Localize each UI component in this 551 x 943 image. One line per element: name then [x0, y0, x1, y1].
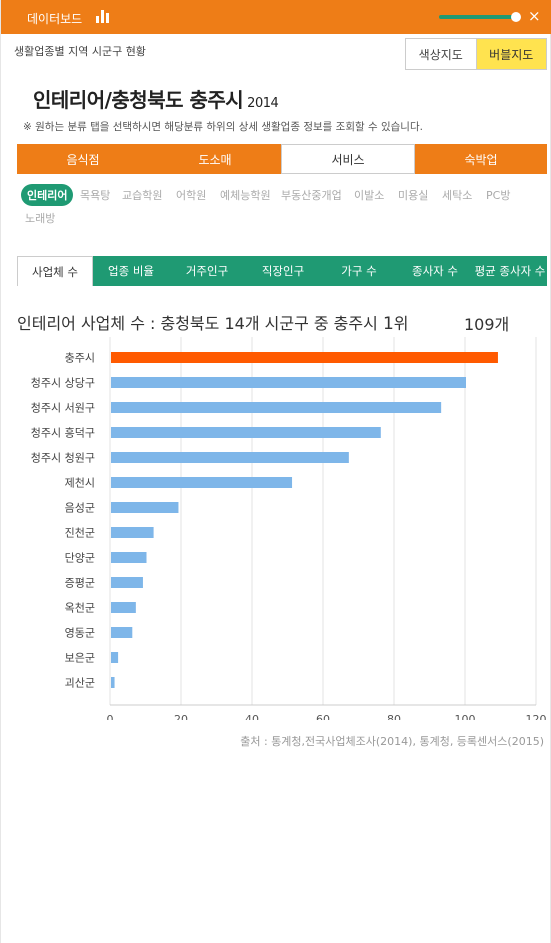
bar — [111, 352, 498, 363]
close-icon[interactable]: × — [528, 7, 541, 25]
bar — [111, 552, 147, 563]
tab-lodging[interactable]: 숙박업 — [415, 144, 547, 174]
category-label: 청주시 상당구 — [31, 377, 95, 390]
bar — [111, 452, 349, 463]
bar — [111, 577, 143, 588]
tab-restaurant[interactable]: 음식점 — [17, 144, 149, 174]
opacity-slider[interactable] — [439, 15, 517, 19]
slider-handle[interactable] — [511, 12, 521, 22]
category-label: 청주시 흥덕구 — [31, 426, 95, 440]
tab-service[interactable]: 서비스 — [281, 144, 415, 174]
category-label: 증평군 — [65, 577, 95, 590]
page-title: 인테리어/충청북도 충주시 2014 — [33, 84, 279, 113]
page-title-text: 인테리어/충청북도 충주시 — [33, 88, 244, 112]
subtab-laundry[interactable]: 세탁소 — [442, 189, 473, 202]
bar — [111, 477, 293, 488]
app-title: 데이터보드 — [27, 12, 83, 26]
bubble-map-button[interactable]: 버블지도 — [475, 39, 546, 69]
category-label: 청주시 청원구 — [31, 452, 95, 465]
subtab-language-academy[interactable]: 어학원 — [176, 189, 207, 202]
tab-business-ratio[interactable]: 업종 비율 — [93, 256, 169, 286]
bar — [111, 377, 466, 388]
subtab-arts-academy[interactable]: 예체능학원 — [220, 189, 271, 202]
rank-number: 1 — [382, 314, 394, 334]
tab-resident-population[interactable]: 거주인구 — [169, 256, 245, 286]
subtab-interior[interactable]: 인테리어 — [21, 184, 74, 206]
color-map-button[interactable]: 색상지도 — [406, 39, 476, 69]
x-tick-label: 20 — [174, 713, 188, 720]
category-label: 진천군 — [65, 526, 95, 540]
tab-retail[interactable]: 도소매 — [149, 144, 281, 174]
category-label: 괴산군 — [65, 677, 95, 690]
category-label: 청주시 서원구 — [31, 402, 95, 415]
subtab-tutoring-academy[interactable]: 교습학원 — [122, 189, 163, 202]
x-tick-label: 60 — [316, 713, 330, 720]
metric-tabs: 사업체 수 업종 비율 거주인구 직장인구 가구 수 종사자 수 평균 종사자 … — [17, 256, 547, 286]
subtab-karaoke[interactable]: 노래방 — [25, 212, 56, 225]
section-subtitle: 생활업종별 지역 시군구 현황 — [14, 45, 146, 58]
top-bar: 데이터보드 × — [1, 0, 551, 34]
x-tick-label: 120 — [526, 713, 547, 720]
x-tick-label: 0 — [107, 713, 114, 720]
bar — [111, 527, 154, 538]
bar — [111, 427, 381, 438]
category-tabs: 음식점 도소매 서비스 숙박업 — [17, 144, 547, 174]
bar — [111, 652, 119, 663]
map-type-toggle: 색상지도 버블지도 — [405, 38, 547, 70]
category-label: 보은군 — [65, 652, 95, 665]
category-label: 충주시 — [65, 352, 95, 365]
subtab-barber[interactable]: 이발소 — [354, 189, 385, 202]
bar — [111, 677, 115, 688]
rank-suffix: 위 — [393, 314, 409, 333]
tab-employee-count[interactable]: 종사자 수 — [397, 256, 473, 286]
rank-prefix: 인테리어 사업체 수 : 충청북도 14개 시군구 중 충주시 — [17, 314, 378, 333]
rank-summary: 인테리어 사업체 수 : 충청북도 14개 시군구 중 충주시 1위 — [17, 310, 409, 334]
tab-business-count[interactable]: 사업체 수 — [17, 256, 93, 286]
bar — [111, 627, 133, 638]
notice-text: ※ 원하는 분류 탭을 선택하시면 해당분류 하위의 상세 생활업종 정보를 조… — [23, 121, 423, 133]
tab-avg-employee-count[interactable]: 평균 종사자 수 — [473, 256, 547, 286]
rank-value: 109개 — [464, 315, 510, 334]
category-label: 음성군 — [65, 502, 95, 515]
category-label: 제천시 — [65, 476, 95, 490]
x-tick-label: 40 — [245, 713, 259, 720]
bar — [111, 602, 136, 613]
source-note: 출처 : 통계청,전국사업체조사(2014), 통계청, 등록센서스(2015) — [240, 735, 544, 748]
subtab-pc-room[interactable]: PC방 — [486, 189, 511, 202]
bar — [111, 502, 179, 513]
page-title-year: 2014 — [247, 96, 279, 111]
category-label: 단양군 — [65, 552, 95, 565]
category-label: 영동군 — [65, 627, 95, 640]
subtab-real-estate[interactable]: 부동산중개업 — [281, 189, 342, 202]
subtab-bathhouse[interactable]: 목욕탕 — [80, 189, 111, 202]
tab-worker-population[interactable]: 직장인구 — [245, 256, 321, 286]
bar — [111, 402, 442, 413]
subtab-beauty-salon[interactable]: 미용실 — [398, 189, 429, 202]
x-tick-label: 100 — [455, 713, 476, 720]
category-label: 옥천군 — [65, 601, 95, 615]
tab-household-count[interactable]: 가구 수 — [321, 256, 397, 286]
x-tick-label: 80 — [387, 713, 401, 720]
bar-chart-icon[interactable] — [96, 10, 110, 23]
